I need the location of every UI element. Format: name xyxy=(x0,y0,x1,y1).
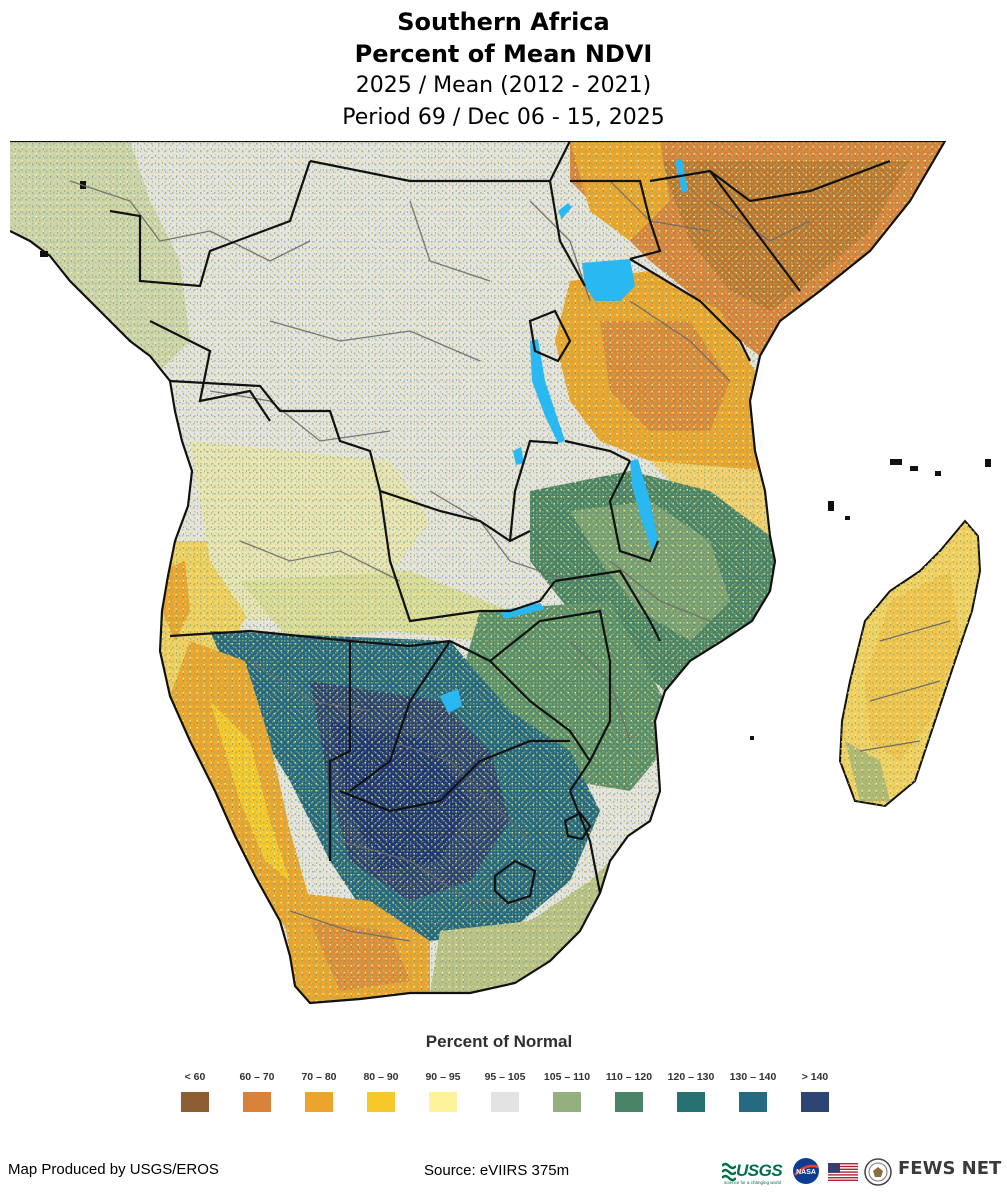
legend-label: 95 – 105 xyxy=(484,1071,526,1083)
us-flag-icon xyxy=(828,1163,858,1181)
legend-swatch xyxy=(491,1092,519,1112)
legend-label: 70 – 80 xyxy=(301,1071,337,1083)
usgs-wordmark: USGS xyxy=(736,1161,783,1180)
lake-tanganyika xyxy=(530,339,565,443)
legend-label: 105 – 110 xyxy=(543,1071,591,1083)
legend-label: > 140 xyxy=(801,1071,829,1083)
legend-swatch xyxy=(181,1092,209,1112)
fews-net-wordmark: FEWS NET xyxy=(898,1158,1002,1179)
legend-item-70-80: 70 – 80 xyxy=(288,1070,350,1112)
legend-item-95-105: 95 – 105 xyxy=(474,1070,536,1112)
legend-label: 80 – 90 xyxy=(363,1071,399,1083)
ndvi-map-svg xyxy=(10,141,991,1005)
legend-label: 60 – 70 xyxy=(239,1071,275,1083)
map-subtitle-comparison: 2025 / Mean (2012 - 2021) xyxy=(355,73,652,98)
legend-item-120-130: 120 – 130 xyxy=(660,1070,722,1112)
map-subtitle-period: Period 69 / Dec 06 - 15, 2025 xyxy=(342,105,665,130)
legend-item-130-140: 130 – 140 xyxy=(722,1070,784,1112)
legend-swatch xyxy=(739,1092,767,1112)
legend-item-90-95: 90 – 95 xyxy=(412,1070,474,1112)
partner-logos: USGS science for a changing world NASA F… xyxy=(722,1152,1002,1192)
legend-item-80-90: 80 – 90 xyxy=(350,1070,412,1112)
legend-item-110-120: 110 – 120 xyxy=(598,1070,660,1112)
map-producer-credit: Map Produced by USGS/EROS xyxy=(8,1161,219,1178)
lake-mweru xyxy=(513,447,524,465)
okavango-delta xyxy=(440,689,462,713)
legend-swatch xyxy=(305,1092,333,1112)
lake-malawi xyxy=(630,459,658,551)
admin-boundaries xyxy=(69,180,811,942)
legend-swatch xyxy=(553,1092,581,1112)
ndvi-color-zones xyxy=(10,141,945,1003)
legend-label: 120 – 130 xyxy=(667,1071,715,1083)
data-source-credit: Source: eVIIRS 375m xyxy=(424,1162,570,1179)
legend-swatch xyxy=(367,1092,395,1112)
legend-item-lt60: < 60 xyxy=(164,1070,226,1112)
legend-label: 110 – 120 xyxy=(605,1071,653,1083)
madagascar xyxy=(838,519,982,808)
usgs-wave-icon xyxy=(722,1162,736,1182)
ndvi-map xyxy=(10,141,1000,1021)
legend-item-105-110: 105 – 110 xyxy=(536,1070,598,1112)
lake-albert xyxy=(558,203,572,219)
legend-swatch xyxy=(243,1092,271,1112)
legend-swatch xyxy=(429,1092,457,1112)
legend-swatch xyxy=(615,1092,643,1112)
legend-item-60-70: 60 – 70 xyxy=(226,1070,288,1112)
lake-kariba xyxy=(500,603,545,619)
nasa-wordmark: NASA xyxy=(796,1169,816,1176)
map-title-region: Southern Africa xyxy=(397,8,610,36)
map-title-product: Percent of Mean NDVI xyxy=(354,40,653,68)
legend-swatch xyxy=(677,1092,705,1112)
legend-label: 90 – 95 xyxy=(425,1071,461,1083)
legend-title: Percent of Normal xyxy=(425,1032,573,1051)
state-department-seal-icon xyxy=(864,1158,892,1186)
usgs-logo: USGS science for a changing world xyxy=(722,1158,788,1186)
legend-label: 130 – 140 xyxy=(729,1071,777,1083)
legend-item-gt140: > 140 xyxy=(784,1070,846,1112)
legend-label: < 60 xyxy=(184,1071,206,1083)
nasa-logo-icon: NASA xyxy=(793,1158,819,1184)
lake-victoria xyxy=(582,259,635,301)
usgs-tagline: science for a changing world xyxy=(724,1180,782,1185)
legend-swatch xyxy=(801,1092,829,1112)
map-title-block: Southern Africa Percent of Mean NDVI 202… xyxy=(0,6,1007,134)
country-boundaries xyxy=(10,141,947,1005)
legend-items: < 60 60 – 70 70 – 80 80 – 90 90 – 95 95 … xyxy=(164,1070,844,1120)
